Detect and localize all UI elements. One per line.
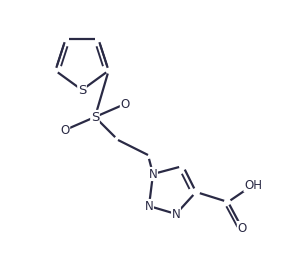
Text: O: O <box>60 123 70 136</box>
Text: O: O <box>237 222 247 235</box>
Text: OH: OH <box>244 178 262 192</box>
Text: N: N <box>144 200 153 212</box>
Text: S: S <box>78 83 86 96</box>
Text: O: O <box>120 98 130 110</box>
Text: N: N <box>148 168 157 180</box>
Text: N: N <box>172 207 180 220</box>
Text: S: S <box>91 110 99 123</box>
